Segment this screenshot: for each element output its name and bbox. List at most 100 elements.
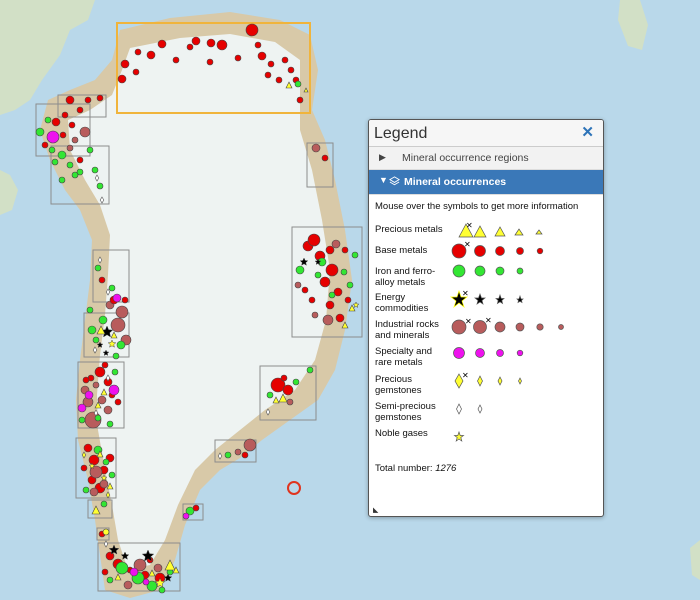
- occurrence-symbol[interactable]: [148, 569, 156, 577]
- occurrence-symbol[interactable]: [270, 377, 286, 393]
- occurrence-symbol[interactable]: [112, 352, 120, 360]
- occurrence-symbol[interactable]: [92, 336, 100, 344]
- occurrence-symbol[interactable]: [98, 315, 108, 325]
- occurrence-symbol[interactable]: [94, 174, 100, 182]
- occurrence-symbol[interactable]: [35, 127, 45, 137]
- section-mineral-occurrences[interactable]: ▼ Mineral occurrences: [369, 170, 603, 195]
- occurrence-symbol[interactable]: [91, 505, 101, 515]
- occurrence-symbol[interactable]: [157, 39, 167, 49]
- occurrence-symbol[interactable]: [266, 391, 274, 399]
- occurrence-symbol[interactable]: [99, 479, 109, 489]
- occurrence-symbol[interactable]: [108, 544, 120, 555]
- occurrence-symbol[interactable]: [105, 551, 115, 561]
- occurrence-symbol[interactable]: [106, 420, 114, 428]
- occurrence-symbol[interactable]: [89, 465, 103, 479]
- occurrence-symbol[interactable]: [100, 388, 108, 396]
- occurrence-symbol[interactable]: [48, 146, 56, 154]
- occurrence-symbol[interactable]: [325, 263, 339, 277]
- occurrence-symbol[interactable]: [311, 311, 319, 319]
- occurrence-symbol[interactable]: [314, 271, 322, 279]
- occurrence-symbol[interactable]: [105, 374, 111, 382]
- occurrence-symbol[interactable]: [97, 256, 103, 264]
- occurrence-symbol[interactable]: [285, 81, 293, 89]
- occurrence-symbol[interactable]: [110, 331, 118, 339]
- occurrence-symbol[interactable]: [66, 161, 74, 169]
- occurrence-symbol[interactable]: [115, 305, 129, 319]
- occurrence-symbol[interactable]: [83, 443, 93, 453]
- occurrence-symbol[interactable]: [123, 580, 133, 590]
- occurrence-symbol[interactable]: [280, 374, 288, 382]
- highlight-circle[interactable]: [287, 481, 301, 495]
- occurrence-symbol[interactable]: [206, 58, 214, 66]
- occurrence-symbol[interactable]: [93, 409, 99, 417]
- occurrence-symbol[interactable]: [341, 246, 349, 254]
- occurrence-symbol[interactable]: [331, 239, 341, 249]
- occurrence-symbol[interactable]: [295, 265, 305, 275]
- occurrence-symbol[interactable]: [91, 166, 99, 174]
- occurrence-symbol[interactable]: [107, 339, 117, 348]
- occurrence-symbol[interactable]: [333, 287, 343, 297]
- occurrence-symbol[interactable]: [92, 346, 98, 354]
- occurrence-symbol[interactable]: [153, 563, 163, 573]
- occurrence-symbol[interactable]: [352, 301, 360, 308]
- occurrence-symbol[interactable]: [217, 452, 223, 460]
- occurrence-symbol[interactable]: [105, 491, 111, 499]
- occurrence-symbol[interactable]: [96, 94, 104, 102]
- occurrence-symbol[interactable]: [328, 291, 336, 299]
- occurrence-symbol[interactable]: [340, 268, 348, 276]
- section-mineral-regions[interactable]: ▶ Mineral occurrence regions: [369, 147, 603, 170]
- occurrence-symbol[interactable]: [172, 566, 180, 574]
- mineral-occurrence-symbols[interactable]: [35, 23, 360, 594]
- occurrence-symbol[interactable]: [86, 146, 94, 154]
- occurrence-symbol[interactable]: [97, 395, 107, 405]
- occurrence-symbol[interactable]: [89, 487, 99, 497]
- occurrence-symbol[interactable]: [192, 504, 200, 512]
- occurrence-symbol[interactable]: [88, 462, 96, 469]
- occurrence-symbol[interactable]: [154, 577, 166, 588]
- occurrence-symbol[interactable]: [103, 540, 109, 548]
- occurrence-symbol[interactable]: [299, 257, 309, 266]
- occurrence-symbol[interactable]: [234, 54, 242, 62]
- occurrence-symbol[interactable]: [102, 528, 110, 536]
- occurrence-symbol[interactable]: [163, 573, 173, 582]
- occurrence-symbol[interactable]: [81, 451, 87, 459]
- occurrence-symbol[interactable]: [46, 130, 60, 144]
- occurrence-symbol[interactable]: [216, 39, 228, 51]
- occurrence-symbol[interactable]: [87, 325, 97, 335]
- occurrence-symbol[interactable]: [311, 143, 321, 153]
- occurrence-symbol[interactable]: [134, 48, 142, 56]
- occurrence-symbol[interactable]: [206, 38, 216, 48]
- occurrence-symbol[interactable]: [282, 384, 294, 396]
- occurrence-symbol[interactable]: [267, 60, 275, 68]
- occurrence-symbol[interactable]: [241, 451, 249, 459]
- occurrence-symbol[interactable]: [102, 458, 110, 466]
- occurrence-symbol[interactable]: [76, 156, 84, 164]
- occurrence-symbol[interactable]: [58, 176, 66, 184]
- occurrence-symbol[interactable]: [346, 281, 354, 289]
- occurrence-symbol[interactable]: [191, 36, 201, 46]
- mineral-region-boxes[interactable]: [35, 94, 363, 592]
- occurrence-symbol[interactable]: [116, 340, 126, 350]
- occurrence-symbol[interactable]: [132, 68, 140, 76]
- occurrence-symbol[interactable]: [172, 56, 180, 64]
- occurrence-symbol[interactable]: [348, 304, 356, 312]
- occurrence-symbol[interactable]: [51, 117, 61, 127]
- occurrence-symbol[interactable]: [76, 106, 84, 114]
- occurrence-symbol[interactable]: [292, 378, 300, 386]
- occurrence-symbol[interactable]: [287, 66, 295, 74]
- occurrence-symbol[interactable]: [224, 451, 232, 459]
- occurrence-symbol[interactable]: [306, 366, 314, 374]
- occurrence-symbol[interactable]: [294, 281, 302, 289]
- occurrence-symbol[interactable]: [111, 368, 119, 376]
- occurrence-symbol[interactable]: [101, 568, 109, 576]
- occurrence-symbol[interactable]: [133, 558, 147, 572]
- occurrence-symbol[interactable]: [110, 317, 126, 333]
- occurrence-symbol[interactable]: [65, 95, 75, 105]
- occurrence-symbol[interactable]: [66, 144, 74, 152]
- occurrence-symbol[interactable]: [84, 96, 92, 104]
- occurrence-symbol[interactable]: [79, 126, 91, 138]
- occurrence-symbol[interactable]: [108, 384, 120, 396]
- occurrence-symbol[interactable]: [301, 286, 309, 294]
- occurrence-symbol[interactable]: [96, 182, 104, 190]
- occurrence-symbol[interactable]: [325, 245, 335, 255]
